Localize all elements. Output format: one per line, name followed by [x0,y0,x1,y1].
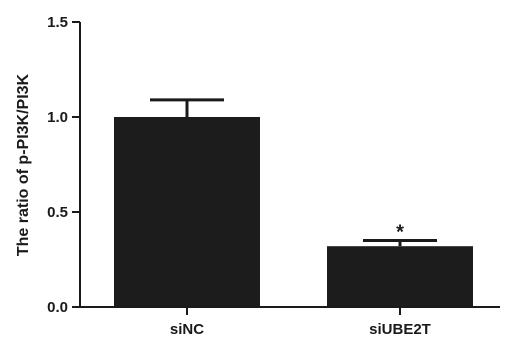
significance-marker: * [396,222,404,244]
y-tick-label: 1.0 [47,109,68,126]
labels-group: siNC siUBE2T * 0.0 0.5 1.0 1.5 [47,14,431,338]
x-tick-label-sinc: siNC [170,321,204,338]
y-tick-label: 1.5 [47,14,68,31]
y-tick-label: 0.0 [47,299,68,316]
x-tick-label-siube2t: siUBE2T [369,321,431,338]
error-bars-group [150,98,437,247]
y-axis-title: The ratio of p-PI3K/PI3K [15,73,32,256]
bar-siube2t [327,246,473,307]
bar-sinc [114,117,260,307]
axes-group [72,21,500,315]
y-tick-label: 0.5 [47,204,68,221]
bars-group [114,117,473,307]
